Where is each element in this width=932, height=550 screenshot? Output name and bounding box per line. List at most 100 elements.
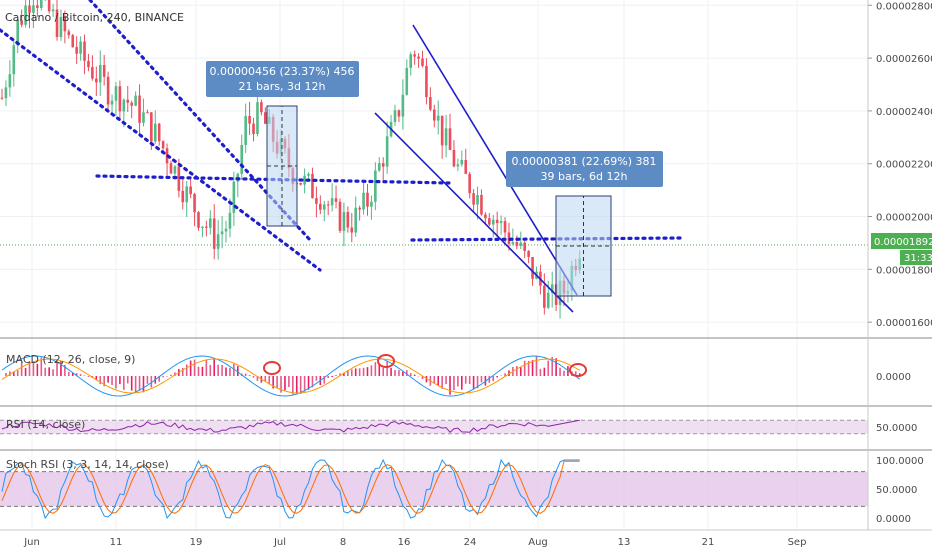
candle-body	[405, 67, 409, 95]
candle-body	[181, 190, 185, 203]
candle-body	[205, 226, 208, 228]
candle-body	[98, 65, 102, 83]
candle-body	[134, 95, 137, 106]
price-label: 0.00002600	[876, 54, 932, 65]
candle-body	[315, 198, 318, 204]
candle-body	[91, 67, 94, 79]
candle-body	[244, 115, 247, 145]
candle-body	[456, 164, 460, 167]
candle-body	[83, 41, 86, 61]
candle-body	[193, 194, 196, 213]
candle-body	[110, 100, 114, 105]
candle-body	[527, 251, 530, 257]
candle-body	[228, 212, 232, 229]
stoch-label: Stoch RSI (3, 3, 14, 14, close)	[6, 458, 169, 471]
candle-body	[346, 212, 350, 228]
candle-body	[220, 231, 224, 235]
candle-body	[24, 5, 27, 25]
candle-body	[429, 97, 432, 110]
candle-body	[224, 228, 228, 232]
candle-body	[157, 123, 161, 142]
rsi-band	[0, 420, 868, 434]
candle-body	[377, 163, 381, 171]
candle-body	[515, 242, 519, 246]
candle-body	[130, 102, 133, 106]
candle-body	[201, 226, 204, 228]
stoch-pane: 100.0000 50.0000 0.0000	[0, 456, 924, 525]
candle-body	[358, 207, 361, 210]
candle-body	[138, 95, 141, 123]
candle-body	[354, 207, 357, 233]
candle-body	[480, 194, 483, 215]
candle-body	[393, 110, 397, 122]
candle-body	[440, 115, 444, 146]
candle-body	[0, 97, 4, 99]
candle-body	[169, 163, 173, 174]
candle-body	[464, 159, 468, 174]
candle-body	[216, 234, 220, 249]
measurement-label-2[interactable]: 0.00000381 (22.69%) 381 39 bars, 6d 12h	[506, 151, 663, 187]
candle-body	[362, 192, 365, 210]
candle-body	[495, 219, 499, 224]
time-label: 16	[398, 537, 411, 548]
price-axis[interactable]: 0.00002800 0.00002600 0.00002400 0.00002200…	[867, 0, 932, 530]
candle-body	[476, 194, 479, 205]
price-label: 0.00002400	[876, 107, 932, 118]
macd-line	[1, 355, 581, 397]
candle-body	[47, 0, 51, 12]
candle-body	[546, 292, 550, 308]
candle-body	[425, 65, 428, 98]
macd-signal-line	[1, 358, 580, 394]
current-price-tag: 0.00001892	[871, 233, 932, 249]
measurement-label-1-bg	[206, 61, 359, 97]
candle-body	[433, 109, 436, 121]
measurement-1-bars: 21 bars, 3d 12h	[239, 80, 326, 93]
candle-body	[106, 76, 110, 105]
time-label: Aug	[528, 537, 548, 548]
candle-body	[232, 181, 236, 213]
candle-body	[531, 256, 534, 279]
candle-body	[173, 166, 177, 174]
candle-body	[342, 212, 346, 231]
candle-body	[197, 212, 200, 228]
candle-body	[87, 60, 90, 68]
candle-body	[75, 47, 78, 54]
candle-body	[472, 193, 475, 205]
time-label: 21	[702, 537, 715, 548]
candle-body	[484, 214, 487, 219]
measurement-label-2-bg	[506, 151, 663, 187]
candle-body	[523, 242, 526, 252]
candle-body	[51, 9, 55, 12]
drawings[interactable]	[0, 0, 682, 313]
candle-body	[248, 115, 251, 124]
measurement-2-bars: 39 bars, 6d 12h	[541, 170, 628, 183]
macd-annotation-circle	[377, 354, 395, 368]
candle-body	[150, 112, 153, 142]
stoch-label: 50.0000	[876, 485, 917, 496]
time-label: 8	[340, 537, 346, 548]
time-axis[interactable]: Jun 11 19 Jul 8 16 24 Aug 13 21 Sep	[0, 529, 932, 550]
candle-body	[350, 227, 354, 233]
candle-body	[444, 128, 448, 146]
time-label: 13	[618, 537, 631, 548]
candle-body	[142, 112, 145, 123]
candle-body	[16, 20, 20, 46]
candle-body	[32, 5, 35, 13]
price-label: 0.00002000	[876, 213, 932, 224]
price-label: 0.00002200	[876, 160, 932, 171]
macd-annotation-circle	[569, 363, 587, 377]
candle-body	[326, 204, 330, 206]
candle-body	[79, 41, 82, 54]
countdown-tag-bg	[900, 250, 932, 265]
measurement-label-1[interactable]: 0.00000456 (23.37%) 456 21 bars, 3d 12h	[206, 61, 359, 97]
price-label: 0.00001600	[876, 318, 932, 329]
rsi-50-label: 50.0000	[876, 423, 917, 434]
candle-body	[543, 285, 546, 308]
rsi-label: RSI (14, close)	[6, 418, 85, 431]
dotted-resistance-line	[410, 236, 682, 242]
candle-body	[63, 16, 67, 32]
candle-body	[401, 94, 405, 117]
candle-body	[499, 221, 503, 224]
candle-body	[114, 86, 118, 101]
